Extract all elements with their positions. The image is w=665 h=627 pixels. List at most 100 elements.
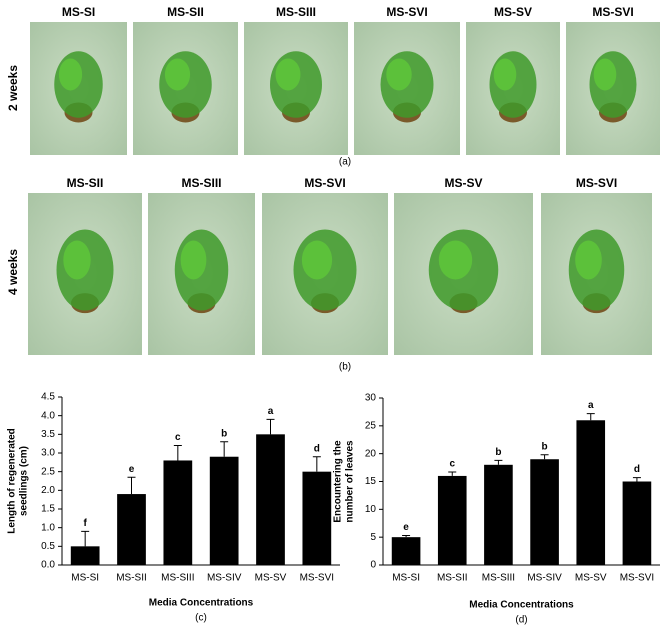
x-tick-label: MS-SIII: [482, 573, 515, 584]
x-tick-label: MS-SI: [71, 573, 99, 584]
significance-letter: b: [542, 441, 548, 452]
photo-title: MS-SIII: [181, 176, 221, 190]
error-bar: [494, 459, 503, 465]
y-tick-label: 4.5: [41, 392, 55, 403]
x-tick-label: MS-SV: [255, 573, 287, 584]
bar: [209, 456, 239, 565]
photo-plant: [164, 58, 191, 91]
y-tick-label: 0.0: [41, 560, 55, 571]
error-bar: [220, 441, 229, 457]
photo-plant: [575, 240, 602, 280]
y-tick-label: 4.0: [41, 410, 55, 421]
panel-caption: (b): [339, 362, 351, 373]
row-label: 4 weeks: [6, 249, 20, 295]
x-tick-label: MS-SI: [392, 573, 420, 584]
x-tick-label: MS-SIV: [207, 573, 242, 584]
photo-plant: [493, 58, 517, 91]
bar: [256, 434, 285, 565]
y-tick-label: 1.0: [41, 522, 55, 533]
error-bar: [632, 477, 641, 482]
photo-plant: [275, 58, 301, 91]
bar: [530, 459, 559, 565]
error-bar: [448, 471, 457, 476]
bar: [576, 420, 606, 565]
panel-caption: (a): [339, 157, 351, 168]
significance-letter: c: [175, 432, 181, 443]
row-label: 2 weeks: [6, 65, 20, 111]
y-tick-label: 3.5: [41, 429, 55, 440]
photo-plant: [58, 58, 83, 91]
photo-title: MS-SV: [494, 5, 532, 19]
y-axis-label: Encountering the: [333, 440, 344, 523]
significance-letter: b: [495, 447, 501, 458]
significance-letter: d: [634, 464, 640, 475]
bar: [70, 546, 100, 565]
bar: [302, 471, 332, 565]
photo-title: MS-SVI: [386, 5, 427, 19]
x-tick-label: MS-SII: [437, 573, 468, 584]
error-bar: [540, 454, 549, 460]
significance-letter: c: [449, 459, 455, 470]
error-bar: [173, 445, 182, 461]
y-tick-label: 15: [365, 476, 377, 487]
y-tick-label: 2.5: [41, 466, 55, 477]
bar: [117, 494, 146, 565]
error-bar: [127, 476, 136, 495]
y-tick-label: 1.5: [41, 504, 55, 515]
x-tick-label: MS-SVI: [620, 573, 654, 584]
photo-plant: [593, 58, 617, 91]
y-tick-label: 3.0: [41, 448, 55, 459]
photo-plant: [301, 240, 333, 280]
y-tick-label: 0: [370, 560, 376, 571]
y-tick-label: 30: [365, 393, 377, 404]
y-axis-label: number of leaves: [345, 440, 356, 523]
x-tick-label: MS-SVI: [300, 573, 334, 584]
photo-title: MS-SV: [444, 176, 482, 190]
bar: [437, 475, 467, 565]
x-axis-label: Media Concentrations: [149, 598, 254, 609]
y-tick-label: 20: [365, 448, 377, 459]
panel-caption: (c): [195, 613, 207, 624]
bar: [163, 460, 193, 565]
x-tick-label: MS-SIV: [527, 573, 562, 584]
y-tick-label: 10: [365, 504, 377, 515]
photo-title: MS-SVI: [592, 5, 633, 19]
photo-title: MS-SII: [167, 5, 204, 19]
photo-plant: [180, 240, 207, 280]
significance-letter: b: [221, 428, 227, 439]
photo-title: MS-SIII: [276, 5, 316, 19]
significance-letter: d: [314, 443, 320, 454]
error-bar: [312, 456, 321, 472]
significance-letter: e: [403, 522, 409, 533]
error-bar: [266, 418, 275, 435]
panel-caption: (d): [515, 615, 527, 626]
significance-letter: a: [588, 400, 594, 411]
bar: [484, 464, 513, 565]
y-tick-label: 2.0: [41, 485, 55, 496]
photo-plant: [386, 58, 412, 91]
bar: [391, 537, 421, 565]
y-axis-label: Length of regenerated: [7, 428, 18, 534]
error-bar: [586, 413, 595, 421]
error-bar: [402, 534, 411, 538]
photo-title: MS-SI: [62, 5, 95, 19]
photo-title: MS-SVI: [576, 176, 617, 190]
y-tick-label: 0.5: [41, 541, 55, 552]
y-tick-label: 25: [365, 420, 377, 431]
significance-letter: e: [129, 464, 135, 475]
photo-plant: [438, 240, 473, 280]
x-tick-label: MS-SII: [116, 573, 147, 584]
x-tick-label: MS-SV: [575, 573, 607, 584]
photo-title: MS-SII: [67, 176, 104, 190]
y-tick-label: 5: [370, 532, 376, 543]
y-axis-label: seedlings (cm): [19, 446, 30, 516]
bar: [622, 481, 652, 565]
photo-plant: [63, 240, 91, 280]
significance-letter: f: [83, 518, 87, 529]
x-tick-label: MS-SIII: [161, 573, 194, 584]
error-bar: [81, 530, 90, 547]
significance-letter: a: [268, 406, 274, 417]
photo-title: MS-SVI: [304, 176, 345, 190]
x-axis-label: Media Concentrations: [469, 600, 574, 611]
